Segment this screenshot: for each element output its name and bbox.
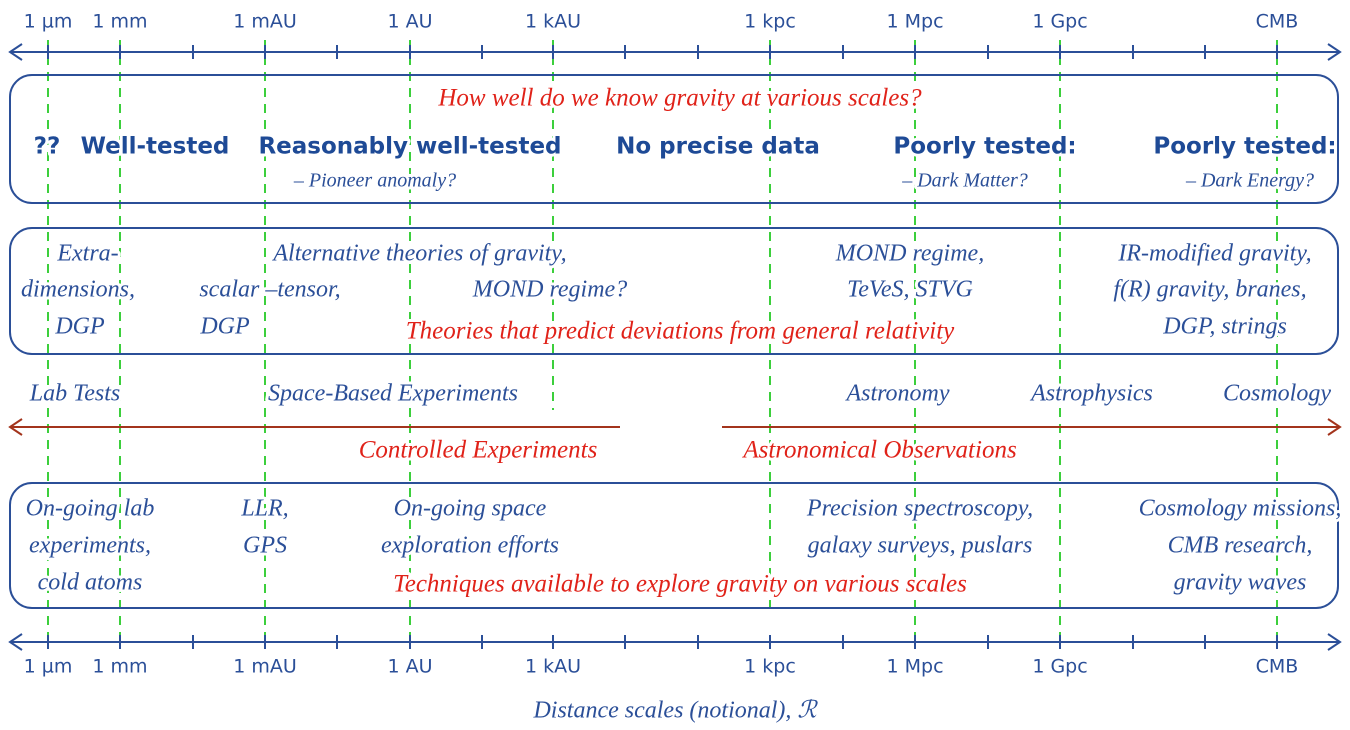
heading: Well-tested — [81, 134, 230, 160]
controlled-arrow — [8, 418, 620, 436]
knowledge-box — [9, 74, 1339, 204]
technique: cold atoms — [38, 570, 143, 596]
theory: DGP — [54, 314, 105, 340]
technique: experiments, — [29, 533, 151, 559]
technique: LLR, — [240, 496, 288, 522]
scale-label: 1 AU — [387, 656, 432, 678]
scale-label: CMB — [1256, 11, 1299, 33]
box-title: Techniques available to explore gravity … — [393, 571, 967, 598]
scale-label: 1 µm — [24, 656, 73, 678]
heading: No precise data — [616, 134, 820, 160]
scale-label: 1 AU — [387, 11, 432, 33]
scale-label: 1 µm — [24, 11, 73, 33]
theory: Extra- — [56, 241, 118, 267]
theory: dimensions, — [21, 277, 135, 303]
technique: galaxy surveys, puslars — [808, 533, 1033, 559]
note: – Pioneer anomaly? — [293, 170, 456, 192]
scale-label: 1 kpc — [744, 11, 796, 33]
scale-label: 1 Mpc — [886, 656, 943, 678]
theory: DGP — [199, 314, 250, 340]
approach: Astronomical Observations — [741, 437, 1016, 464]
scale-label: 1 mm — [92, 656, 147, 678]
scale-label: 1 mAU — [233, 656, 297, 678]
scale-label: 1 mm — [92, 11, 147, 33]
technique: gravity waves — [1174, 570, 1307, 596]
scale-lines — [47, 40, 1278, 642]
scale-label: 1 Mpc — [886, 11, 943, 33]
scale-label: CMB — [1256, 656, 1299, 678]
heading: Poorly tested: — [1153, 134, 1336, 160]
technique: Precision spectroscopy, — [806, 496, 1033, 522]
note: – Dark Matter? — [901, 170, 1028, 192]
experiment-type: Lab Tests — [29, 381, 121, 407]
technique: CMB research, — [1168, 533, 1313, 559]
scale-label: 1 mAU — [233, 11, 297, 33]
observations-arrow — [722, 418, 1342, 436]
axes — [8, 43, 1342, 651]
theory: DGP, strings — [1162, 314, 1287, 340]
theory: MOND regime? — [472, 277, 627, 303]
scale-label: 1 kpc — [744, 656, 796, 678]
scale-label: 1 Gpc — [1032, 656, 1087, 678]
technique: On-going space — [394, 496, 547, 522]
theory: IR-modified gravity, — [1117, 241, 1311, 267]
approach: Controlled Experiments — [359, 437, 598, 464]
technique: On-going lab — [26, 496, 155, 522]
theory: TeVeS, STVG — [847, 277, 973, 303]
theory: Alternative theories of gravity, — [271, 241, 566, 267]
technique: GPS — [243, 533, 287, 559]
technique: exploration efforts — [381, 533, 559, 559]
box-title: How well do we know gravity at various s… — [437, 85, 922, 112]
theory: f(R) gravity, branes, — [1113, 277, 1306, 303]
scale-axis — [8, 633, 1342, 651]
caption: Distance scales (notional), ℛ — [532, 698, 818, 724]
experiment-type: Space-Based Experiments — [268, 381, 518, 407]
scale-axis — [8, 43, 1342, 61]
heading: Poorly tested: — [893, 134, 1076, 160]
techniques-box — [9, 482, 1339, 609]
heading: ?? — [34, 134, 61, 160]
experiment-type: Cosmology — [1223, 381, 1331, 407]
scale-label: 1 kAU — [525, 656, 581, 678]
experiment-type: Astronomy — [844, 381, 949, 407]
theory: MOND regime, — [835, 241, 984, 267]
theories-box — [9, 227, 1339, 355]
theory: scalar –tensor, — [199, 277, 340, 303]
heading: Reasonably well-tested — [258, 134, 561, 160]
note: – Dark Energy? — [1185, 170, 1314, 192]
experiment-type: Astrophysics — [1029, 381, 1153, 407]
box-title: Theories that predict deviations from ge… — [406, 318, 955, 345]
texts: 1 µm 1 µm 1 mm 1 mm 1 mAU 1 mAU 1 AU 1 AU 1 kAU 1… — [18, 8, 1344, 727]
scale-label: 1 kAU — [525, 11, 581, 33]
technique: Cosmology missions, — [1139, 496, 1342, 522]
scale-label: 1 Gpc — [1032, 11, 1087, 33]
